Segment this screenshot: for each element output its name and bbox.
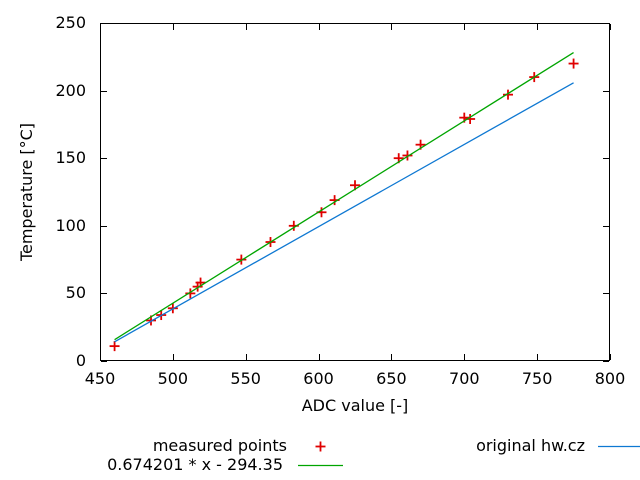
y-tick-label: 100 <box>55 215 86 235</box>
y-tick-label: 0 <box>75 351 86 370</box>
x-tick-label: 750 <box>521 369 553 388</box>
y-tick-label: 200 <box>55 80 86 100</box>
y-axis-title: Temperature [°C] <box>17 122 36 262</box>
plot-border <box>100 23 610 361</box>
legend-original-hwcz-label: original hw.cz <box>476 436 585 455</box>
legend-measured-points-label: measured points <box>152 436 287 455</box>
x-tick-label: 500 <box>157 369 189 388</box>
y-tick-label: 150 <box>55 148 86 168</box>
x-tick-label: 600 <box>303 369 334 388</box>
series-line <box>114 51 574 341</box>
x-tick-label: 700 <box>449 369 480 388</box>
series-line <box>114 82 574 343</box>
x-tick-label: 800 <box>594 369 626 388</box>
y-tick-label: 50 <box>65 283 86 303</box>
x-tick-label: 550 <box>230 369 261 388</box>
x-tick-label: 450 <box>84 369 116 388</box>
legend-fit-line-label: 0.674201 * x - 294.35 <box>107 455 283 474</box>
y-tick-label: 250 <box>55 13 86 32</box>
x-axis-title: ADC value [-] <box>301 396 409 415</box>
x-tick-label: 650 <box>376 369 407 388</box>
